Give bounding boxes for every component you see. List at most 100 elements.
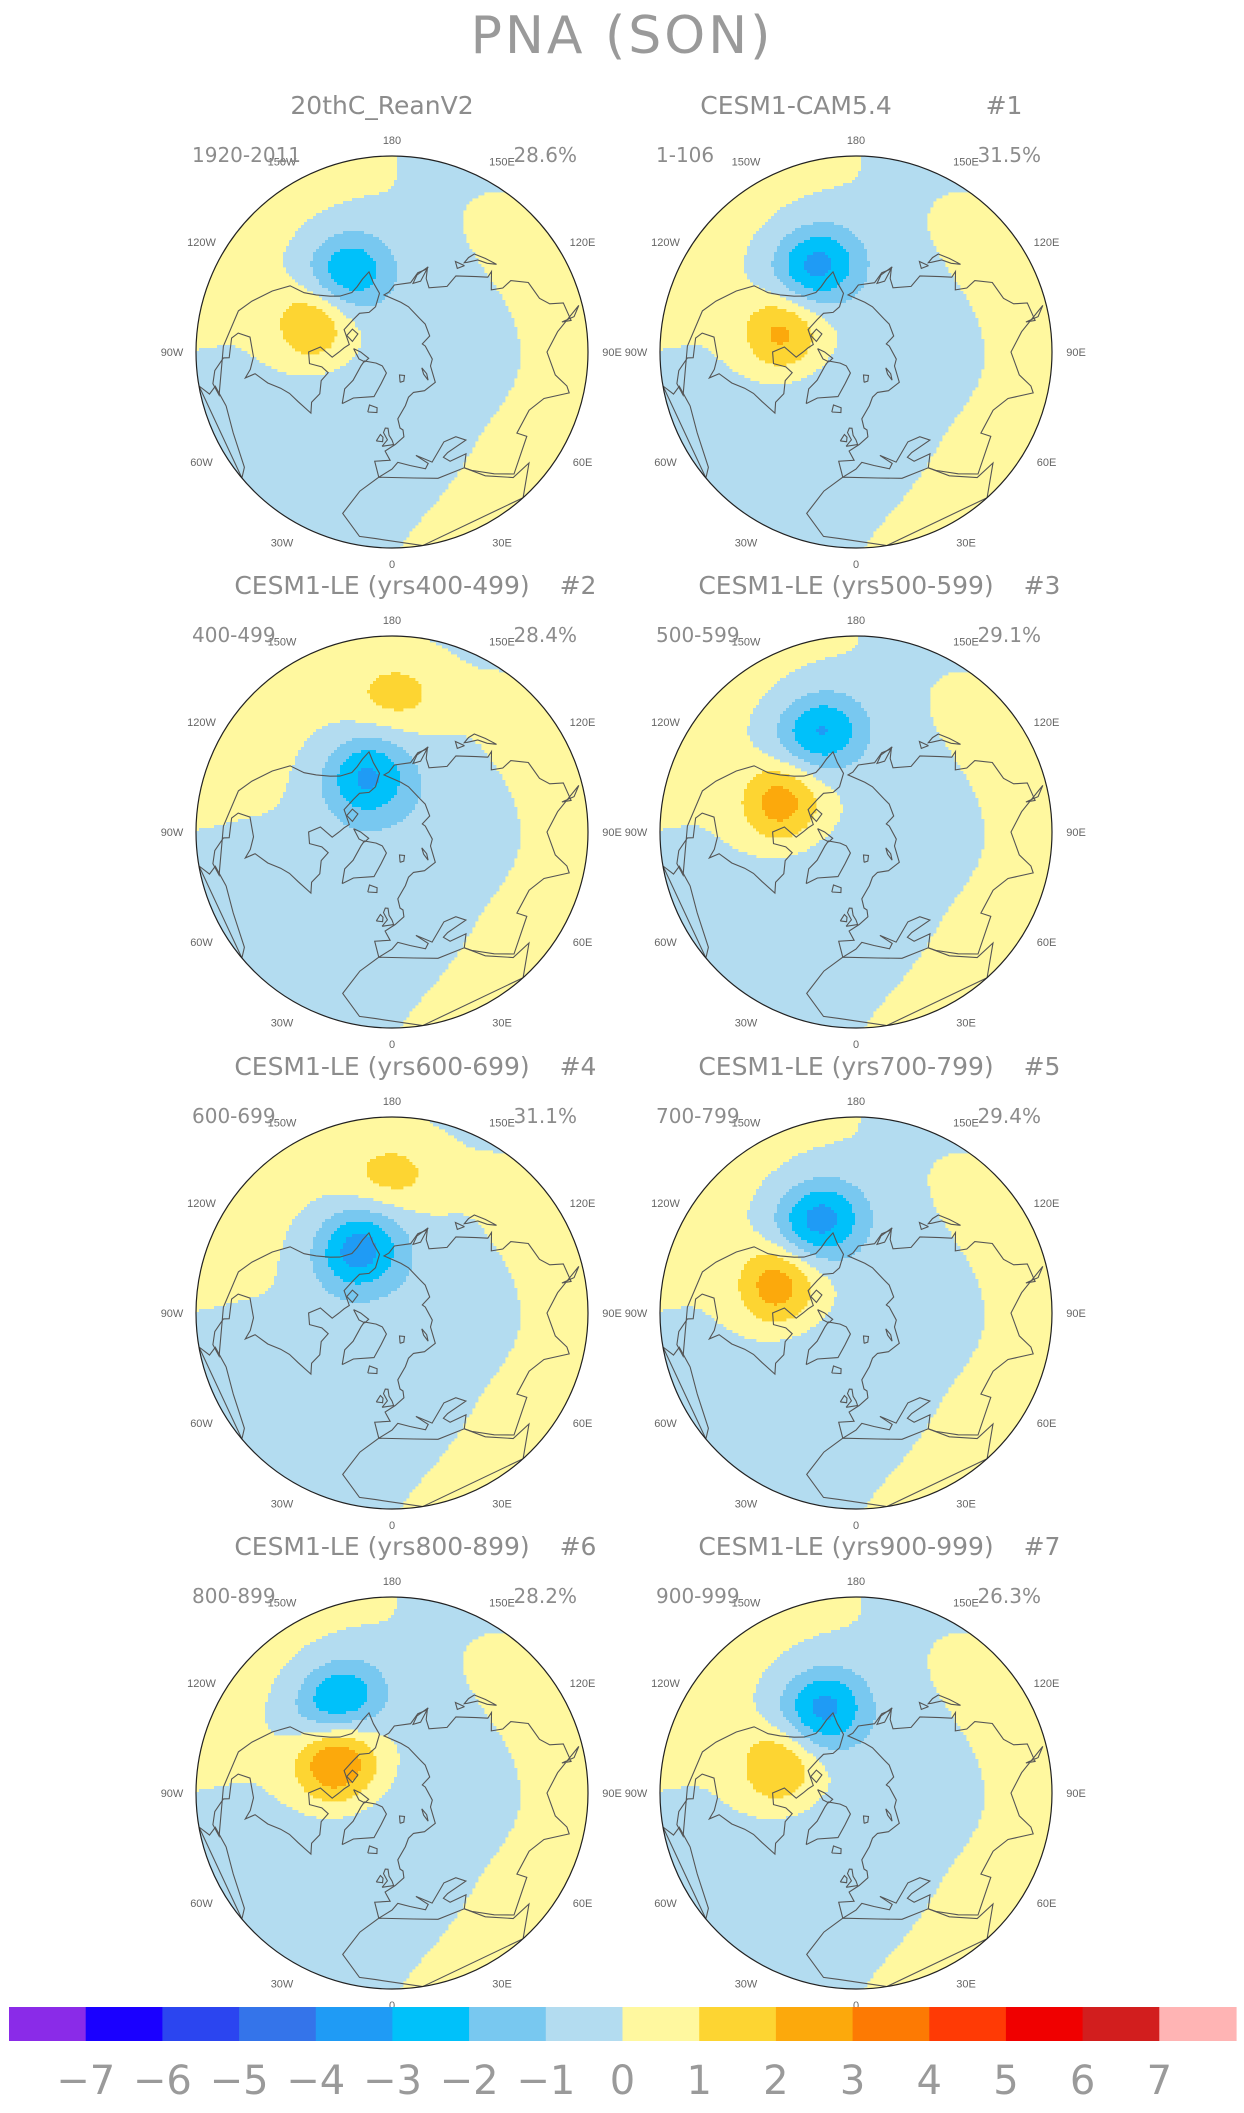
longitude-label: 120E [1034,237,1060,249]
map-panel-2: 180150E120E90E60E30E030W60W90W120W150WCE… [625,91,1086,571]
longitude-label: 90W [625,347,648,359]
colorbar-tick-label: −5 [209,2058,269,2104]
pattern-field [196,156,588,549]
colorbar-swatch [546,2007,623,2041]
variance-label: 28.6% [513,143,577,167]
longitude-label: 60E [1037,1898,1057,1910]
longitude-label: 30W [735,538,758,550]
longitude-label: 60E [1037,457,1057,469]
panel-number: #5 [1024,1052,1061,1081]
longitude-label: 30W [271,1499,294,1511]
longitude-label: 60W [190,457,213,469]
panel-title: CESM1-LE (yrs900-999) [698,1532,993,1561]
longitude-label: 60W [654,1898,677,1910]
longitude-label: 150E [953,1598,979,1610]
longitude-label: 90W [161,827,184,839]
map-panel-1: 180150E120E90E60E30E030W60W90W120W150W20… [161,91,622,571]
panel-number: #4 [560,1052,597,1081]
period-label: 1-106 [656,143,714,167]
longitude-label: 120E [570,1678,596,1690]
longitude-label: 120W [651,1198,680,1210]
longitude-label: 30W [735,1979,758,1991]
panel-title: CESM1-LE (yrs600-699) [234,1052,529,1081]
longitude-label: 150E [489,157,515,169]
longitude-label: 90E [1066,347,1086,359]
longitude-label: 120W [651,237,680,249]
colorbar-tick-label: −4 [286,2058,346,2104]
pattern-field [660,1117,1052,1510]
longitude-label: 150E [953,157,979,169]
longitude-label: 30E [956,1499,976,1511]
colorbar-swatch [699,2007,776,2041]
panel-title: CESM1-LE (yrs800-899) [234,1532,529,1561]
longitude-label: 30E [956,538,976,550]
colorbar-swatch [162,2007,239,2041]
panel-number: #6 [560,1532,597,1561]
longitude-label: 120E [1034,717,1060,729]
colorbar-tick-label: −6 [132,2058,192,2104]
colorbar-tick-label: 2 [746,2058,806,2104]
colorbar-swatch [623,2007,700,2041]
longitude-label: 180 [383,135,401,147]
period-label: 400-499 [192,623,276,647]
colorbar-swatch [316,2007,393,2041]
colorbar-swatch [392,2007,469,2041]
longitude-label: 120E [570,1198,596,1210]
longitude-label: 30E [956,1018,976,1030]
colorbar-tick-label: −7 [56,2058,116,2104]
pattern-field [196,636,588,1029]
panel-title: CESM1-LE (yrs400-499) [234,571,529,600]
longitude-label: 90W [625,1308,648,1320]
longitude-label: 90W [161,1308,184,1320]
map-panel-4: 180150E120E90E60E30E030W60W90W120W150WCE… [625,571,1086,1051]
longitude-label: 30E [492,1499,512,1511]
longitude-label: 90E [602,347,622,359]
longitude-label: 60E [1037,1418,1057,1430]
longitude-label: 120E [1034,1678,1060,1690]
longitude-label: 150W [732,157,761,169]
panel-number: #1 [986,91,1023,120]
longitude-label: 90E [1066,827,1086,839]
longitude-label: 30E [492,538,512,550]
period-label: 700-799 [656,1104,740,1128]
longitude-label: 30W [271,1979,294,1991]
colorbar-tick-label: 4 [899,2058,959,2104]
longitude-label: 90E [602,827,622,839]
pattern-field [196,1597,588,1990]
longitude-label: 120E [570,717,596,729]
longitude-label: 90E [602,1788,622,1800]
longitude-label: 0 [389,559,395,571]
colorbar-tick-label: 3 [823,2058,883,2104]
longitude-label: 30W [271,538,294,550]
panel-title: CESM1-LE (yrs500-599) [698,571,993,600]
period-label: 1920-2011 [192,143,301,167]
pattern-field [660,156,1052,549]
panel-title: 20thC_ReanV2 [290,91,473,120]
longitude-label: 180 [383,1576,401,1588]
longitude-label: 90W [625,1788,648,1800]
colorbar-tick-label: 1 [669,2058,729,2104]
colorbar-tick-label: 7 [1129,2058,1189,2104]
colorbar-tick-label: 0 [593,2058,653,2104]
panel-title: CESM1-CAM5.4 [700,91,892,120]
longitude-label: 30W [735,1018,758,1030]
variance-label: 26.3% [977,1584,1041,1608]
colorbar-swatch [929,2007,1006,2041]
longitude-label: 30W [271,1018,294,1030]
longitude-label: 180 [847,615,865,627]
longitude-label: 90E [1066,1308,1086,1320]
panel-title: CESM1-LE (yrs700-799) [698,1052,993,1081]
longitude-label: 0 [853,1520,859,1532]
longitude-label: 60W [654,1418,677,1430]
longitude-label: 60W [654,457,677,469]
panel-number: #3 [1024,571,1061,600]
longitude-label: 30E [492,1979,512,1991]
pattern-field [660,1597,1052,1990]
longitude-label: 120E [570,237,596,249]
longitude-label: 90W [161,1788,184,1800]
longitude-label: 60W [190,937,213,949]
longitude-label: 90W [161,347,184,359]
longitude-label: 150E [953,1118,979,1130]
longitude-label: 180 [847,1576,865,1588]
